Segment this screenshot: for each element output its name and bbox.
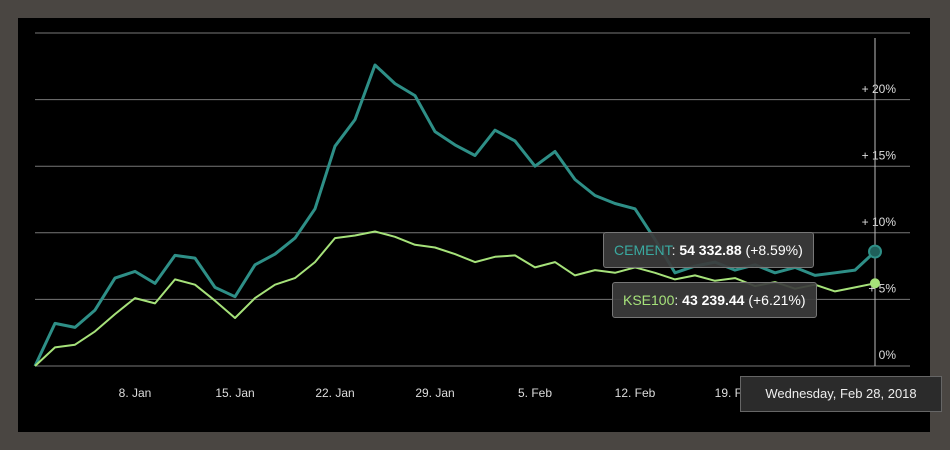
x-tick-label: 15. Jan [215,386,254,400]
x-tick-label: 8. Jan [119,386,152,400]
y-tick-label: + 20% [862,82,897,96]
y-tick-label: + 15% [862,148,897,162]
tooltip-date: Wednesday, Feb 28, 2018 [740,376,942,412]
x-tick-label: 22. Jan [315,386,354,400]
tooltip-value: 54 332.88 [679,242,742,258]
hover-marker [868,244,882,259]
hover-marker [870,278,880,289]
series-line [34,230,876,367]
x-tick-label: 12. Feb [615,386,656,400]
chart-panel [18,18,930,432]
y-tick-label: + 10% [862,215,897,229]
x-tick-label: 5. Feb [518,386,552,400]
tooltip-change: (+6.21%) [748,292,806,308]
tooltip-value: 43 239.44 [682,292,745,308]
tooltip-series-name: CEMENT [614,242,679,258]
series-line [33,63,877,367]
tooltip-cement: CEMENT54 332.88 (+8.59%) [603,232,814,268]
y-tick-label: 0% [879,348,897,362]
tooltip-kse: KSE10043 239.44 (+6.21%) [612,282,817,318]
tooltip-series-name: KSE100 [623,292,682,308]
x-tick-label: 29. Jan [415,386,454,400]
tooltip-change: (+8.59%) [745,242,803,258]
